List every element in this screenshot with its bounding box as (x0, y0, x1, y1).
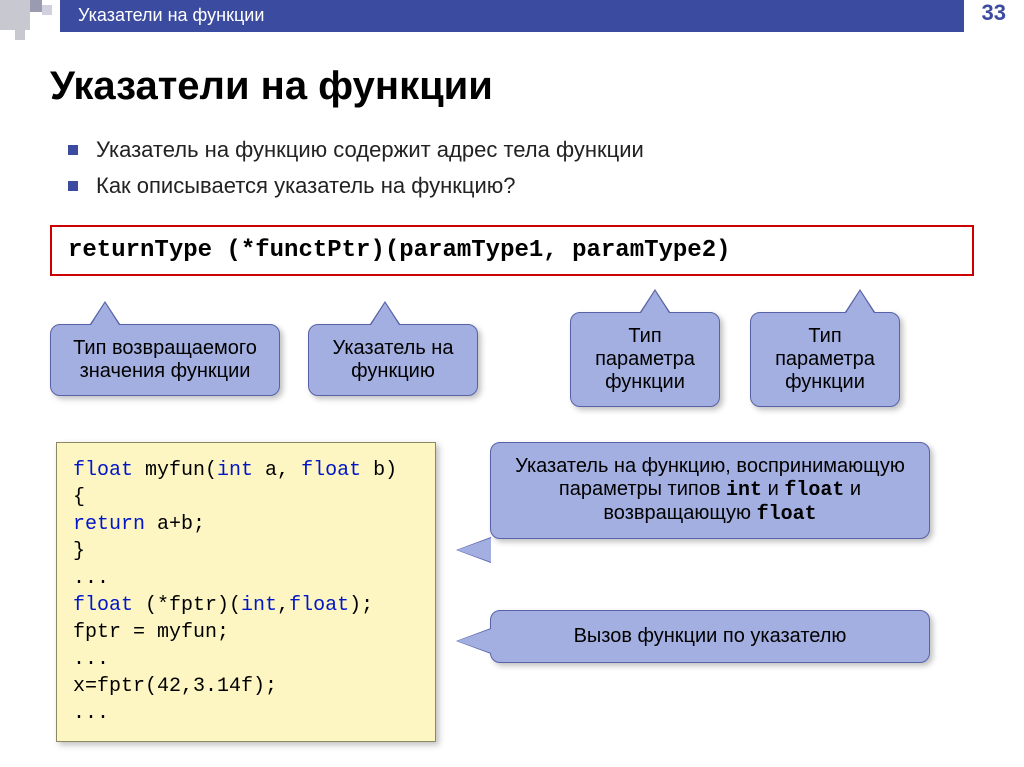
callout-call-via-ptr: Вызов функции по указателю (490, 610, 930, 663)
callout-return-type: Тип возвращаемого значения функции (50, 324, 280, 396)
slide-header: Указатели на функции 33 (0, 0, 1024, 40)
callout-label: Тип параметра функции (595, 325, 695, 393)
code-example: float myfun(int a, float b) { return a+b… (56, 442, 436, 742)
example-area: float myfun(int a, float b) { return a+b… (50, 442, 974, 702)
callouts-row: Тип возвращаемого значения функции Указа… (50, 282, 974, 432)
callout-pointer: Указатель на функцию (308, 324, 478, 396)
callout-label: Вызов функции по указателю (574, 625, 847, 647)
callout-fptr-description: Указатель на функцию, воспринимающую пар… (490, 442, 930, 539)
page-title: Указатели на функции (50, 64, 974, 109)
bullet-list: Указатель на функцию содержит адрес тела… (68, 137, 974, 199)
bullet-item: Как описывается указатель на функцию? (68, 173, 974, 199)
page-number: 33 (982, 0, 1006, 26)
callout-label: Указатель на функцию (333, 337, 454, 382)
slide-content: Указатели на функции Указатель на функци… (0, 40, 1024, 702)
callout-label: Тип возвращаемого значения функции (73, 337, 257, 382)
callout-label: Тип параметра функции (775, 325, 875, 393)
syntax-declaration: returnType (*functPtr)(paramType1, param… (50, 225, 974, 276)
callout-param1: Тип параметра функции (570, 312, 720, 407)
header-decoration (0, 0, 60, 40)
bullet-item: Указатель на функцию содержит адрес тела… (68, 137, 974, 163)
callout-param2: Тип параметра функции (750, 312, 900, 407)
breadcrumb: Указатели на функции (60, 0, 964, 32)
